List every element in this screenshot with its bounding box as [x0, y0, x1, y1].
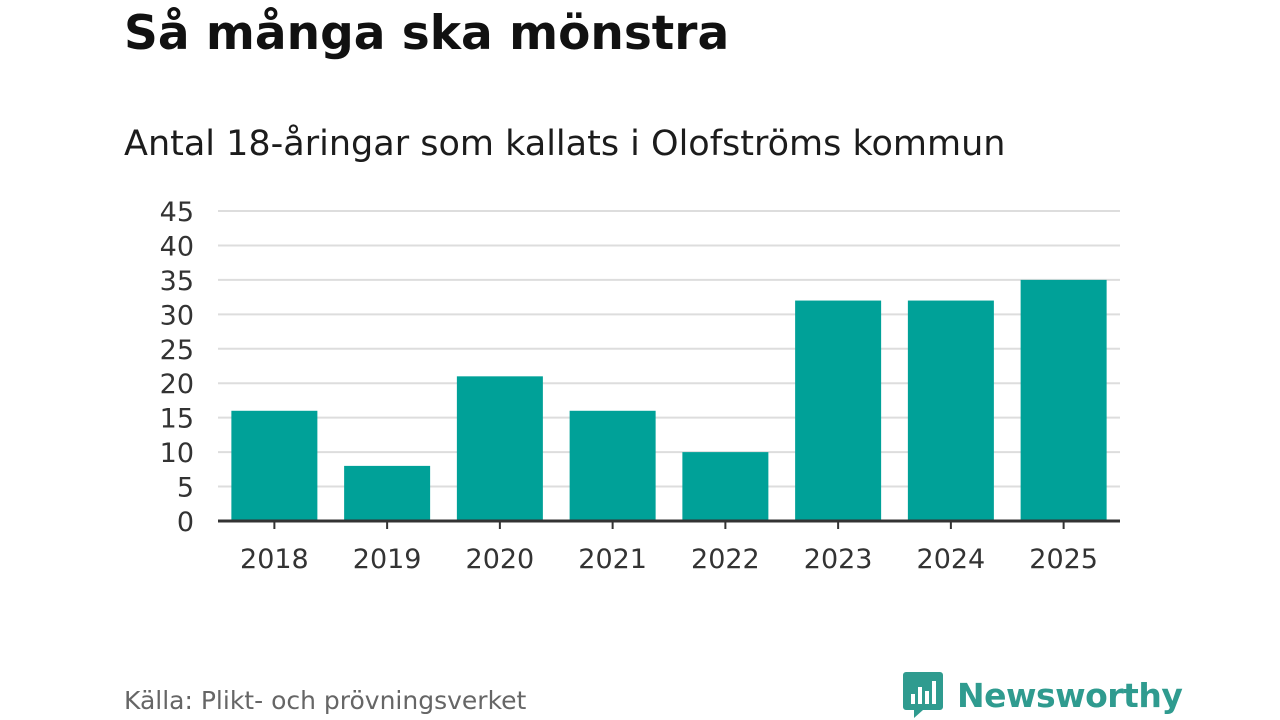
bar-2025 — [1020, 279, 1107, 521]
brand-name: Newsworthy — [957, 675, 1183, 715]
x-tick-label: 2019 — [353, 544, 422, 575]
y-tick-label: 30 — [160, 300, 194, 331]
x-tick-label: 2021 — [578, 544, 647, 575]
y-tick-label: 45 — [160, 197, 194, 228]
bar-2021 — [569, 410, 656, 521]
newsworthy-logo: Newsworthy — [903, 672, 1183, 718]
x-tick-label: 2022 — [691, 544, 760, 575]
bar-2019 — [344, 465, 431, 521]
x-tick-label: 2025 — [1029, 544, 1098, 575]
y-tick-label: 15 — [160, 404, 194, 435]
bar-layer — [231, 279, 1107, 521]
chart-subtitle: Antal 18-åringar som kallats i Olofström… — [124, 124, 1006, 164]
chart-title: Så många ska mönstra — [124, 6, 730, 61]
x-tick-label: 2024 — [917, 544, 986, 575]
y-tick-label: 0 — [177, 507, 194, 538]
y-tick-label: 5 — [177, 473, 194, 504]
y-tick-label: 35 — [160, 266, 194, 297]
y-tick-label: 10 — [160, 438, 194, 469]
bar-2018 — [231, 410, 318, 521]
y-tick-label: 20 — [160, 369, 194, 400]
source-note: Källa: Plikt- och prövningsverket — [124, 686, 527, 715]
bar-2020 — [456, 376, 543, 521]
x-tick-label: 2018 — [240, 544, 309, 575]
bar-chart-speech-icon — [903, 672, 943, 718]
bar-2024 — [907, 300, 994, 521]
bar-2022 — [682, 452, 769, 521]
bar-2023 — [795, 300, 882, 521]
x-tick-label: 2020 — [466, 544, 535, 575]
y-tick-label: 40 — [160, 231, 194, 262]
x-tick-label: 2023 — [804, 544, 873, 575]
y-tick-label: 25 — [160, 335, 194, 366]
